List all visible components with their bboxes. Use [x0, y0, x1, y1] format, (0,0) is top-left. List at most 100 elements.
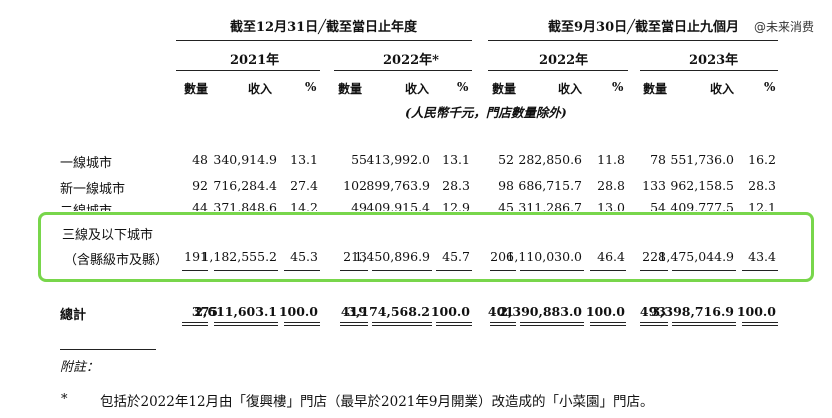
- year-header-2021: 2021年: [230, 53, 280, 68]
- total-double-rule-pct-2022-star: [436, 322, 472, 326]
- cell-tier1-count-2022: 52: [498, 152, 514, 167]
- cell-tier1-revenue-2023: 551,736.0: [670, 152, 734, 167]
- total-double-rule-count-2021: [182, 322, 208, 326]
- cell-tier3-count-2022-star: 213: [343, 249, 367, 264]
- subtotal-rule-revenue-2022-star: [372, 270, 432, 271]
- col-pct-2021: %: [305, 80, 317, 94]
- cell-newtier1-revenue-2021: 716,284.4: [213, 178, 277, 193]
- cell-newtier1-pct-2022: 28.8: [597, 178, 625, 193]
- subtotal-rule-count-2022: [490, 270, 516, 271]
- col-pct-2022-star: %: [457, 80, 469, 94]
- cell-tier1-revenue-2022: 282,850.6: [518, 152, 582, 167]
- cell-tier2-revenue-2022: 311,286.7: [518, 200, 582, 211]
- cell-tier2-pct-2022: 13.0: [597, 200, 625, 211]
- year-header-2023: 2023年: [689, 53, 739, 68]
- row-label-total: 總計: [60, 308, 87, 323]
- cell-tier2-count-2021: 44: [192, 200, 208, 211]
- col-pct-2022: %: [612, 80, 624, 94]
- cell-newtier1-pct-2023: 28.3: [748, 178, 776, 193]
- total-double-rule-revenue-2021: [214, 322, 278, 326]
- cell-total-pct-2022-star: 100.0: [430, 304, 470, 319]
- cell-total-count-2022-star: 419: [340, 304, 367, 319]
- total-double-rule-pct-2023: [742, 322, 778, 326]
- col-revenue-2022-star: 收入: [405, 82, 430, 96]
- cell-tier2-pct-2022-star: 12.9: [442, 200, 470, 211]
- cell-tier2-revenue-2022-star: 409,915.4: [366, 200, 430, 211]
- col-count-2022-star: 數量: [338, 82, 363, 96]
- header-group-nine-months: 截至9月30日╱截至當日止九個月: [548, 20, 739, 35]
- footnote-text: 包括於2022年12月由「復興樓」門店（最早於2021年9月開業）改造成的「小菜…: [100, 394, 654, 410]
- cell-tier1-count-2022-star: 55: [351, 152, 367, 167]
- subtotal-rule-pct-2023: [742, 270, 778, 271]
- header-group-full-year: 截至12月31日╱截至當日止年度: [230, 20, 418, 35]
- cell-tier3-count-2022: 206: [490, 249, 514, 264]
- highlight-box: [38, 212, 814, 282]
- cell-total-revenue-2023: 3,398,716.9: [651, 304, 734, 319]
- col-count-2022: 數量: [492, 82, 517, 96]
- cell-total-revenue-2022-star: 3,174,568.2: [347, 304, 430, 319]
- row-label-tier1: 一線城市: [60, 156, 113, 171]
- header-group-rule-1: [176, 40, 472, 41]
- total-double-rule-revenue-2023: [672, 322, 736, 326]
- cell-total-pct-2021: 100.0: [278, 304, 318, 319]
- cell-total-pct-2023: 100.0: [736, 304, 776, 319]
- subtotal-rule-revenue-2022: [520, 270, 584, 271]
- cell-tier3-revenue-2022-star: 1,450,896.9: [354, 249, 430, 264]
- cell-tier1-pct-2023: 16.2: [748, 152, 776, 167]
- col-count-2023: 數量: [643, 82, 668, 96]
- total-double-rule-revenue-2022: [520, 322, 584, 326]
- row-sublabel-tier3: （含縣級市及縣）: [64, 253, 169, 268]
- subtotal-rule-count-2021: [182, 270, 208, 271]
- cell-newtier1-count-2022-star: 102: [343, 178, 367, 193]
- total-double-rule-pct-2021: [284, 322, 320, 326]
- subtotal-rule-pct-2022-star: [436, 270, 472, 271]
- cell-tier3-pct-2022-star: 45.7: [442, 249, 470, 264]
- cell-tier2-count-2023: 54: [650, 200, 666, 211]
- row-label-tier2: 二線城市: [60, 200, 112, 211]
- cell-tier2-revenue-2021: 371,848.6: [213, 200, 277, 211]
- subtotal-rule-count-2022-star: [340, 270, 368, 271]
- year-header-2022: 2022年: [539, 53, 589, 68]
- cell-newtier1-revenue-2022: 686,715.7: [518, 178, 582, 193]
- cell-tier1-pct-2021: 13.1: [290, 152, 318, 167]
- cell-tier3-count-2021: 191: [184, 249, 208, 264]
- cell-total-pct-2022: 100.0: [585, 304, 625, 319]
- col-revenue-2021: 收入: [248, 82, 273, 96]
- notes-title: 附註：: [60, 360, 100, 375]
- total-double-rule-pct-2022: [590, 322, 626, 326]
- cell-newtier1-count-2023: 133: [642, 178, 666, 193]
- cell-tier3-pct-2022: 46.4: [597, 249, 625, 264]
- cell-total-count-2023: 493: [639, 304, 666, 319]
- row-label-tier3: 三線及以下城市: [62, 228, 154, 243]
- cell-tier3-count-2023: 228: [642, 249, 666, 264]
- cell-newtier1-pct-2021: 27.4: [290, 178, 318, 193]
- cell-tier2-count-2022-star: 49: [351, 200, 367, 211]
- cell-tier2-pct-2021: 14.2: [290, 200, 318, 211]
- year-header-2022-star: 2022年*: [383, 53, 439, 68]
- cell-newtier1-count-2021: 92: [192, 178, 208, 193]
- cell-tier3-revenue-2023: 1,475,044.9: [658, 249, 734, 264]
- subtotal-rule-revenue-2023: [672, 270, 736, 271]
- row-label-new-tier1: 新一線城市: [60, 182, 126, 197]
- year-rule-2022-star: [334, 70, 472, 71]
- subtotal-rule-pct-2022: [590, 270, 626, 271]
- year-rule-2022: [488, 70, 628, 71]
- total-double-rule-count-2022-star: [340, 322, 368, 326]
- total-double-rule-count-2023: [640, 322, 668, 326]
- subtotal-rule-pct-2021: [284, 270, 320, 271]
- cell-tier1-count-2023: 78: [650, 152, 666, 167]
- year-rule-2021: [176, 70, 320, 71]
- cell-newtier1-count-2022: 98: [498, 178, 514, 193]
- notes-separator: [60, 349, 156, 350]
- cell-tier3-pct-2023: 43.4: [748, 249, 776, 264]
- total-double-rule-count-2022: [490, 322, 516, 326]
- cell-newtier1-revenue-2022-star: 899,763.9: [366, 178, 430, 193]
- header-group-rule-2: [488, 40, 778, 41]
- cell-total-count-2022: 401: [487, 304, 514, 319]
- footnote-marker: *: [61, 392, 68, 407]
- col-revenue-2023: 收入: [710, 82, 735, 96]
- cell-tier1-revenue-2021: 340,914.9: [213, 152, 277, 167]
- cell-total-count-2021: 375: [191, 304, 218, 319]
- year-rule-2023: [640, 70, 778, 71]
- cell-tier1-pct-2022: 11.8: [597, 152, 625, 167]
